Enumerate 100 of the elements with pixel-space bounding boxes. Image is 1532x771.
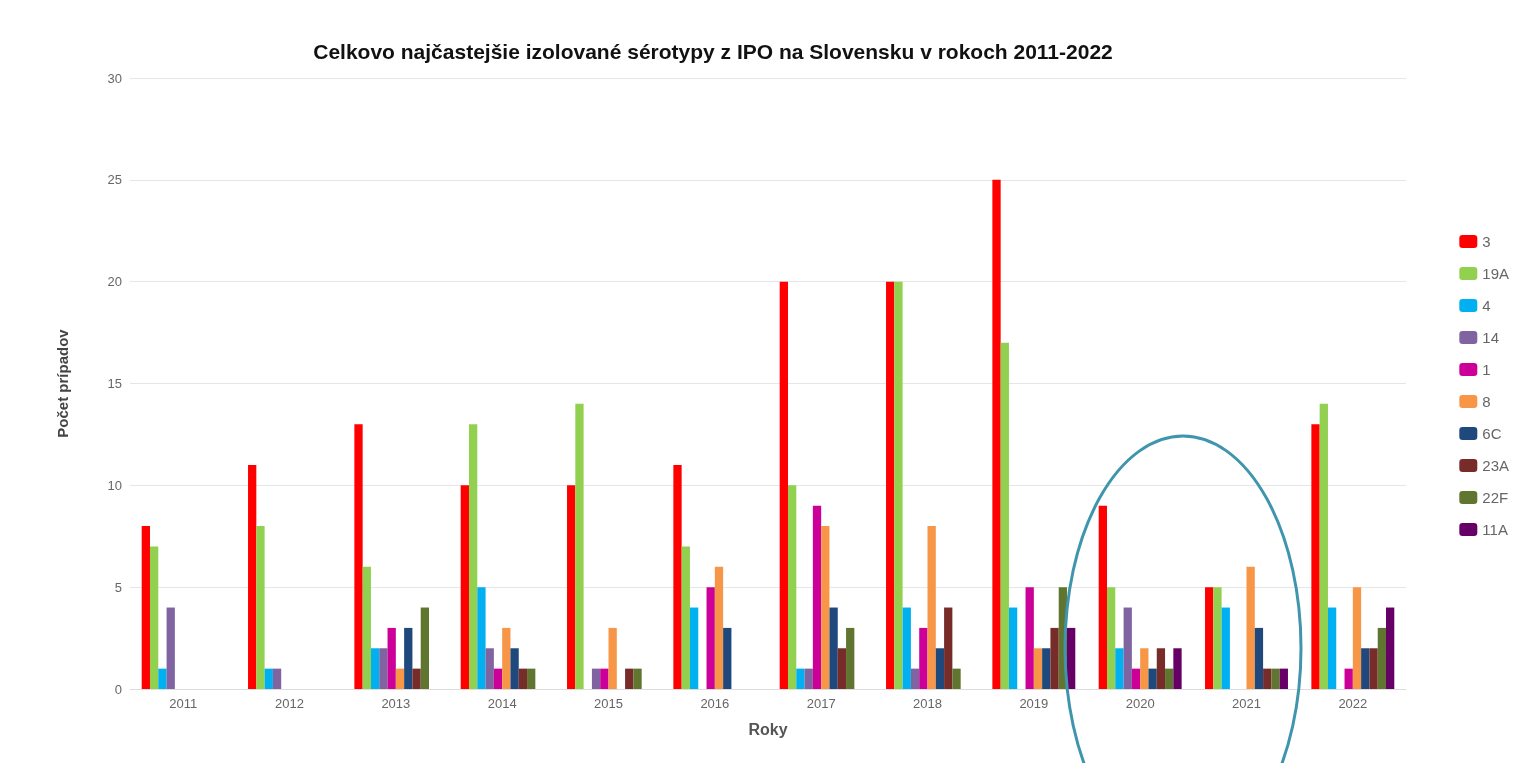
bar [1279,668,1288,689]
bar [1311,424,1320,689]
x-tick-label: 2017 [806,696,836,711]
bar [1386,607,1395,689]
bar [689,607,699,689]
bar [149,546,159,689]
bar [1173,648,1182,689]
bar [141,526,150,689]
y-tick-label: 10 [107,477,122,493]
y-tick-label: 25 [107,172,122,188]
bar [248,464,257,689]
bar [460,485,469,689]
bar [779,281,788,689]
bar [510,648,519,689]
bar [1205,587,1214,689]
legend-label: 23A [1482,457,1510,474]
bar [1025,587,1034,689]
legend-label: 8 [1482,393,1491,410]
x-tick-label: 2020 [1125,696,1155,711]
bar [681,546,690,689]
bar [633,668,642,689]
bar [1165,668,1174,689]
bar [387,627,396,689]
bar [1148,668,1157,689]
x-tick-label: 2016 [700,696,730,711]
bar [272,668,282,689]
bar [600,668,609,689]
legend-label: 14 [1482,329,1499,346]
bar [575,403,584,689]
bar [1327,607,1337,689]
bar [927,526,936,689]
bar [502,627,511,689]
bar [1123,607,1132,689]
bar [527,668,536,689]
bar [1254,627,1264,689]
bar [1050,627,1059,689]
legend-label: 3 [1482,233,1491,250]
legend-label: 11A [1482,521,1508,538]
x-tick-label: 2015 [594,696,623,711]
x-tick-label: 2013 [381,696,411,711]
y-axis-title: Počet prípadov [54,328,71,438]
bar [1067,627,1076,689]
bar [166,607,175,689]
bar [1263,668,1272,689]
bar [1246,566,1255,689]
bar [812,505,822,689]
bar [591,668,601,689]
x-tick-label: 2011 [169,696,198,711]
bar [264,668,273,689]
bar [518,668,528,689]
bar [485,648,494,689]
y-tick-label: 15 [107,376,122,391]
bar [370,648,380,689]
bar [952,668,961,689]
y-tick-label: 0 [114,681,122,697]
bar [1008,607,1018,689]
bar [477,587,486,689]
x-axis-title: Roky [748,720,788,738]
bar [846,627,855,689]
bar [1042,648,1051,689]
bar [362,566,371,689]
bar [256,526,265,689]
legend-label: 6C [1482,425,1502,442]
bar [919,627,928,689]
bar [1098,505,1107,689]
bar [1369,648,1378,689]
bar [992,179,1001,689]
bar [935,648,945,689]
bar [910,668,920,689]
bar [804,668,813,689]
bar [493,668,503,689]
bar [1221,607,1230,689]
bar [354,424,363,689]
bar [821,526,830,689]
x-tick-label: 2014 [487,696,517,711]
bar [673,464,682,689]
bar [902,607,911,689]
bar [468,424,478,689]
bar [1344,668,1353,689]
y-tick-label: 5 [114,579,122,595]
bar [412,668,421,689]
bar [796,668,805,689]
bar [706,587,715,689]
bar [1000,342,1009,689]
bar [404,627,413,689]
bar [723,627,732,689]
x-tick-label: 2018 [913,696,942,711]
bar [944,607,953,689]
legend-label: 19A [1482,265,1510,282]
bar [1033,648,1043,689]
bar [158,668,167,689]
bar [1319,403,1328,689]
x-tick-label: 2021 [1232,696,1261,711]
bar [886,281,895,689]
bar [567,485,576,689]
bar [1352,587,1362,689]
bar [894,281,903,689]
bar [395,668,405,689]
legend-label: 1 [1482,361,1491,378]
bar [1377,627,1387,689]
